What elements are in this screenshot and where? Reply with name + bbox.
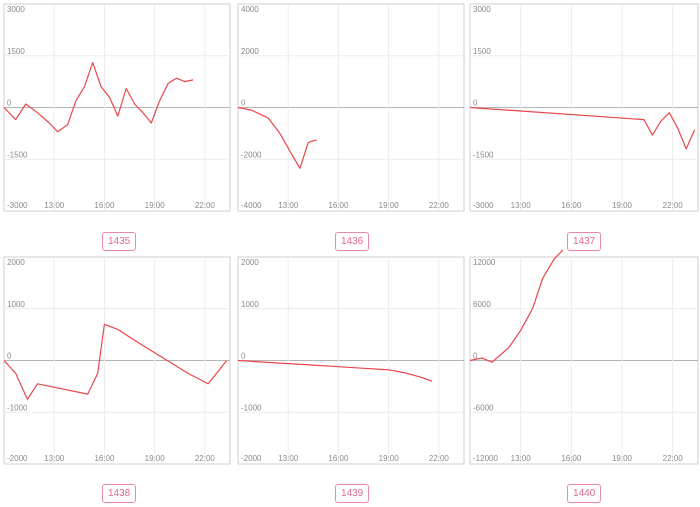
series-line-1439 <box>237 359 433 382</box>
y-tick-label-1440: 6000 <box>473 300 491 309</box>
chart-label-1435[interactable]: 1435 <box>102 232 137 251</box>
y-tick-label-1440: 12000 <box>473 258 496 267</box>
y-tick-label-1435: 3000 <box>7 5 25 14</box>
x-tick-label-1437: 22:00 <box>663 201 684 210</box>
chart-svg-1436: 4000 2000 0 -2000 -4000 13:00 16:00 19:00 22:00 <box>237 3 465 212</box>
x-tick-label-1435: 22:00 <box>195 201 216 210</box>
y-tick-label-1435: -3000 <box>7 201 28 210</box>
chart-label-1436[interactable]: 1436 <box>335 232 370 251</box>
x-tick-label-1436: 22:00 <box>429 201 450 210</box>
x-tick-label-1440: 19:00 <box>612 454 633 463</box>
x-tick-label-1438: 13:00 <box>44 454 65 463</box>
chart-panel-1435: 3000 1500 0 -1500 -3000 13:00 16:00 19:00 22:00 … <box>0 0 234 253</box>
x-tick-label-1437: 16:00 <box>561 201 582 210</box>
chart-svg-1438: 2000 1000 0 -1000 -2000 13:00 16:00 19:00 22:00 <box>3 256 231 465</box>
y-tick-label-1435: 1500 <box>7 47 25 56</box>
x-tick-label-1439: 19:00 <box>379 454 400 463</box>
chart-label-1440[interactable]: 1440 <box>567 484 602 503</box>
series-line-1440 <box>469 249 564 363</box>
y-tick-label-1435: -1500 <box>7 150 28 159</box>
y-tick-label-1435: 0 <box>7 99 12 108</box>
x-tick-label-1440: 16:00 <box>561 454 582 463</box>
chart-svg-1439: 2000 1000 0 -1000 -2000 13:00 16:00 19:00 22:00 <box>237 256 465 465</box>
chart-panel-1437: 3000 1500 0 -1500 -3000 13:00 16:00 19:00 22:00 … <box>466 0 700 253</box>
chart-panel-1440: 12000 6000 0 -6000 -12000 13:00 16:00 19:00 22:0… <box>466 249 700 507</box>
y-tick-label-1437: 3000 <box>473 5 491 14</box>
x-tick-label-1438: 22:00 <box>195 454 216 463</box>
x-tick-label-1439: 22:00 <box>429 454 450 463</box>
series-line-1435 <box>3 61 194 133</box>
x-tick-label-1437: 19:00 <box>612 201 633 210</box>
x-tick-label-1436: 19:00 <box>379 201 400 210</box>
y-tick-label-1438: 2000 <box>7 258 25 267</box>
x-tick-label-1440: 22:00 <box>663 454 684 463</box>
chart-svg-1437: 3000 1500 0 -1500 -3000 13:00 16:00 19:00 22:00 <box>469 3 699 212</box>
x-tick-label-1440: 13:00 <box>511 454 532 463</box>
chart-panel-1438: 2000 1000 0 -1000 -2000 13:00 16:00 19:00 22:00 … <box>0 253 234 507</box>
x-tick-label-1438: 16:00 <box>94 454 115 463</box>
y-tick-label-1440: -6000 <box>473 403 494 412</box>
y-tick-label-1438: 1000 <box>7 300 25 309</box>
y-tick-label-1437: -3000 <box>473 201 494 210</box>
chart-label-1439[interactable]: 1439 <box>335 484 370 503</box>
y-tick-label-1439: 2000 <box>241 258 259 267</box>
x-tick-label-1437: 13:00 <box>511 201 532 210</box>
y-tick-label-1438: -1000 <box>7 403 28 412</box>
y-tick-label-1439: 0 <box>241 352 246 361</box>
x-tick-label-1439: 13:00 <box>278 454 299 463</box>
series-line-1437 <box>469 106 696 150</box>
x-tick-label-1438: 19:00 <box>145 454 166 463</box>
y-tick-label-1437: -1500 <box>473 150 494 159</box>
series-line-1436 <box>237 106 317 169</box>
x-tick-label-1435: 16:00 <box>94 201 115 210</box>
chart-svg-1440: 12000 6000 0 -6000 -12000 13:00 16:00 19:00 22:0… <box>469 249 699 465</box>
x-tick-label-1439: 16:00 <box>328 454 349 463</box>
y-tick-label-1436: 4000 <box>241 5 259 14</box>
chart-label-1437[interactable]: 1437 <box>567 232 602 251</box>
y-tick-label-1437: 1500 <box>473 47 491 56</box>
x-tick-label-1436: 13:00 <box>278 201 299 210</box>
y-tick-label-1439: -1000 <box>241 403 262 412</box>
y-tick-label-1438: -2000 <box>7 454 28 463</box>
y-tick-label-1436: -4000 <box>241 201 262 210</box>
series-line-1438 <box>3 323 228 400</box>
y-tick-label-1436: 0 <box>241 99 246 108</box>
chart-panel-1436: 4000 2000 0 -2000 -4000 13:00 16:00 19:00 22:00 … <box>234 0 466 253</box>
x-tick-label-1435: 13:00 <box>44 201 65 210</box>
y-tick-label-1440: -12000 <box>473 454 498 463</box>
y-tick-label-1436: 2000 <box>241 47 259 56</box>
y-tick-label-1439: 1000 <box>241 300 259 309</box>
y-tick-label-1439: -2000 <box>241 454 262 463</box>
y-tick-label-1437: 0 <box>473 99 478 108</box>
y-tick-label-1440: 0 <box>473 352 478 361</box>
x-tick-label-1435: 19:00 <box>145 201 166 210</box>
chart-label-1438[interactable]: 1438 <box>102 484 137 503</box>
y-tick-label-1438: 0 <box>7 352 12 361</box>
y-tick-label-1436: -2000 <box>241 150 262 159</box>
chart-svg-1435: 3000 1500 0 -1500 -3000 13:00 16:00 19:00 22:00 <box>3 3 231 212</box>
chart-panel-1439: 2000 1000 0 -1000 -2000 13:00 16:00 19:00 22:00 … <box>234 253 466 507</box>
x-tick-label-1436: 16:00 <box>328 201 349 210</box>
